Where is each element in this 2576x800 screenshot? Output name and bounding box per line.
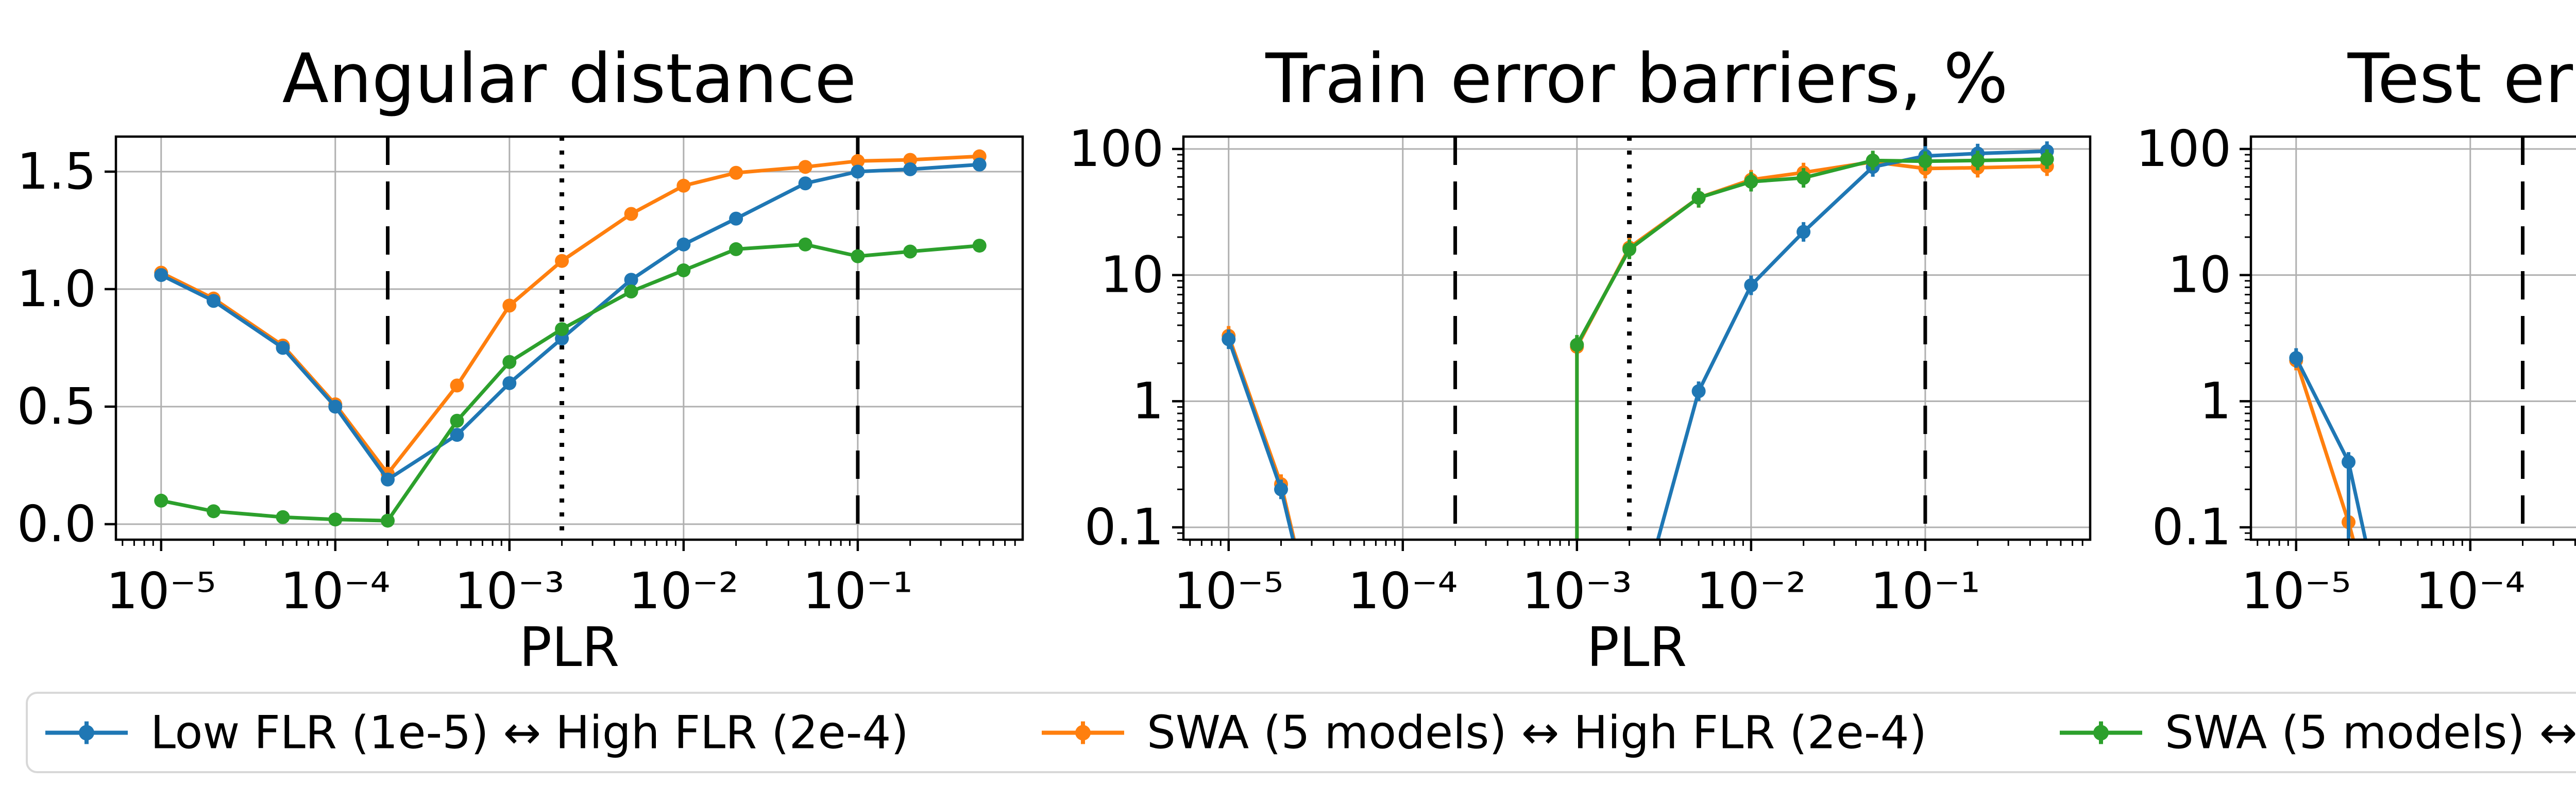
series-0 xyxy=(154,157,987,487)
chart-title: Train error barriers, % xyxy=(1265,39,2008,119)
legend-entry-swa-low-flr: SWA (5 models) ↔ Low FLR (1e-5) xyxy=(2057,706,2576,759)
x-tick-label: 10⁻¹ xyxy=(1870,562,1980,620)
x-axis-label: PLR xyxy=(1587,616,1687,675)
subplot-angular-distance: Angular distance 10⁻⁵ 10⁻⁴ 10⁻³ 10⁻² 10⁻¹ 0.0 0… xyxy=(0,0,1067,679)
legend-entry-low-flr-high-flr: Low FLR (1e-5) ↔ High FLR (2e-4) xyxy=(42,706,909,759)
y-tick-label: 1 xyxy=(1132,372,1164,430)
y-tick-label: 10 xyxy=(2168,246,2231,304)
axis-ticks xyxy=(2240,147,2576,551)
x-tick-label: 10⁻⁴ xyxy=(1348,562,1458,620)
axis-ticks xyxy=(105,170,1016,551)
chart-svg: Test error barriers, %10⁻⁵10⁻⁴10⁻³10⁻²10… xyxy=(2136,39,2576,620)
legend-line-dot-icon xyxy=(45,721,128,744)
subplot-test-error-barriers: Test error barriers, %10⁻⁵10⁻⁴10⁻³10⁻²10… xyxy=(2135,0,2576,675)
gridlines xyxy=(2251,137,2576,540)
legend-line-dot-icon xyxy=(1042,721,1124,744)
y-tick-label: 0.1 xyxy=(2152,498,2231,556)
y-tick-label: 1 xyxy=(2199,372,2231,430)
series-group xyxy=(1222,141,2054,540)
x-tick-label: 10⁻⁴ xyxy=(2415,562,2526,620)
chart-svg: Train error barriers, % 10⁻⁵ 10⁻⁴ 10⁻³ 10⁻² 1… xyxy=(1069,39,2092,679)
x-tick-label: 10⁻⁵ xyxy=(1174,562,1284,620)
x-tick-label: 10⁻¹ xyxy=(803,562,913,620)
x-tick-label: 10⁻² xyxy=(629,562,739,620)
axes-spines xyxy=(1182,135,2092,541)
x-tick-label: 10⁻³ xyxy=(454,562,565,620)
axis-ticks xyxy=(1172,147,2083,551)
chart-title: Angular distance xyxy=(282,39,857,119)
y-tick-label: 100 xyxy=(2136,120,2231,178)
subplot-train-error-barriers: Train error barriers, % 10⁻⁵ 10⁻⁴ 10⁻³ 10⁻² 1… xyxy=(1067,0,2135,679)
chart-title: Test error barriers, % xyxy=(2347,39,2576,119)
legend-entry-swa-high-flr: SWA (5 models) ↔ High FLR (2e-4) xyxy=(1039,706,1927,759)
x-tick-label: 10⁻² xyxy=(1696,562,1806,620)
legend: Low FLR (1e-5) ↔ High FLR (2e-4) SWA (5 … xyxy=(26,692,2576,773)
axes-spines xyxy=(2249,135,2576,541)
y-tick-label: 100 xyxy=(1069,120,1164,178)
x-axis-label: PLR xyxy=(519,616,620,675)
y-tick-label: 1.5 xyxy=(17,142,96,201)
gridlines xyxy=(1183,137,2090,540)
series-2 xyxy=(1570,149,2054,540)
legend-entry-label: Low FLR (1e-5) ↔ High FLR (2e-4) xyxy=(150,706,909,759)
legend-entry-label: SWA (5 models) ↔ High FLR (2e-4) xyxy=(1147,706,1927,759)
y-tick-label: 0.5 xyxy=(17,377,96,436)
series-1 xyxy=(154,149,987,481)
series-0 xyxy=(2289,348,2368,540)
axes-spines xyxy=(114,135,1024,541)
x-tick-label: 10⁻⁵ xyxy=(2241,562,2351,620)
x-tick-label: 10⁻⁴ xyxy=(280,562,391,620)
chart-svg: Angular distance 10⁻⁵ 10⁻⁴ 10⁻³ 10⁻² 10⁻¹ 0.0 0… xyxy=(17,39,1024,679)
y-tick-label: 1.0 xyxy=(17,260,96,318)
gridlines xyxy=(116,137,1023,540)
series-group xyxy=(154,149,987,528)
y-tick-label: 0.1 xyxy=(1084,498,1164,556)
legend-line-dot-icon xyxy=(2060,721,2142,744)
series-2 xyxy=(154,237,987,528)
x-tick-label: 10⁻⁵ xyxy=(106,562,216,620)
legend-entry-label: SWA (5 models) ↔ Low FLR (1e-5) xyxy=(2165,706,2576,759)
x-tick-label: 10⁻³ xyxy=(1522,562,1632,620)
y-tick-label: 10 xyxy=(1100,246,1164,304)
series-group xyxy=(2289,348,2368,540)
y-tick-label: 0.0 xyxy=(17,495,96,553)
charts-row: Angular distance 10⁻⁵ 10⁻⁴ 10⁻³ 10⁻² 10⁻¹ 0.0 0… xyxy=(0,0,2576,679)
